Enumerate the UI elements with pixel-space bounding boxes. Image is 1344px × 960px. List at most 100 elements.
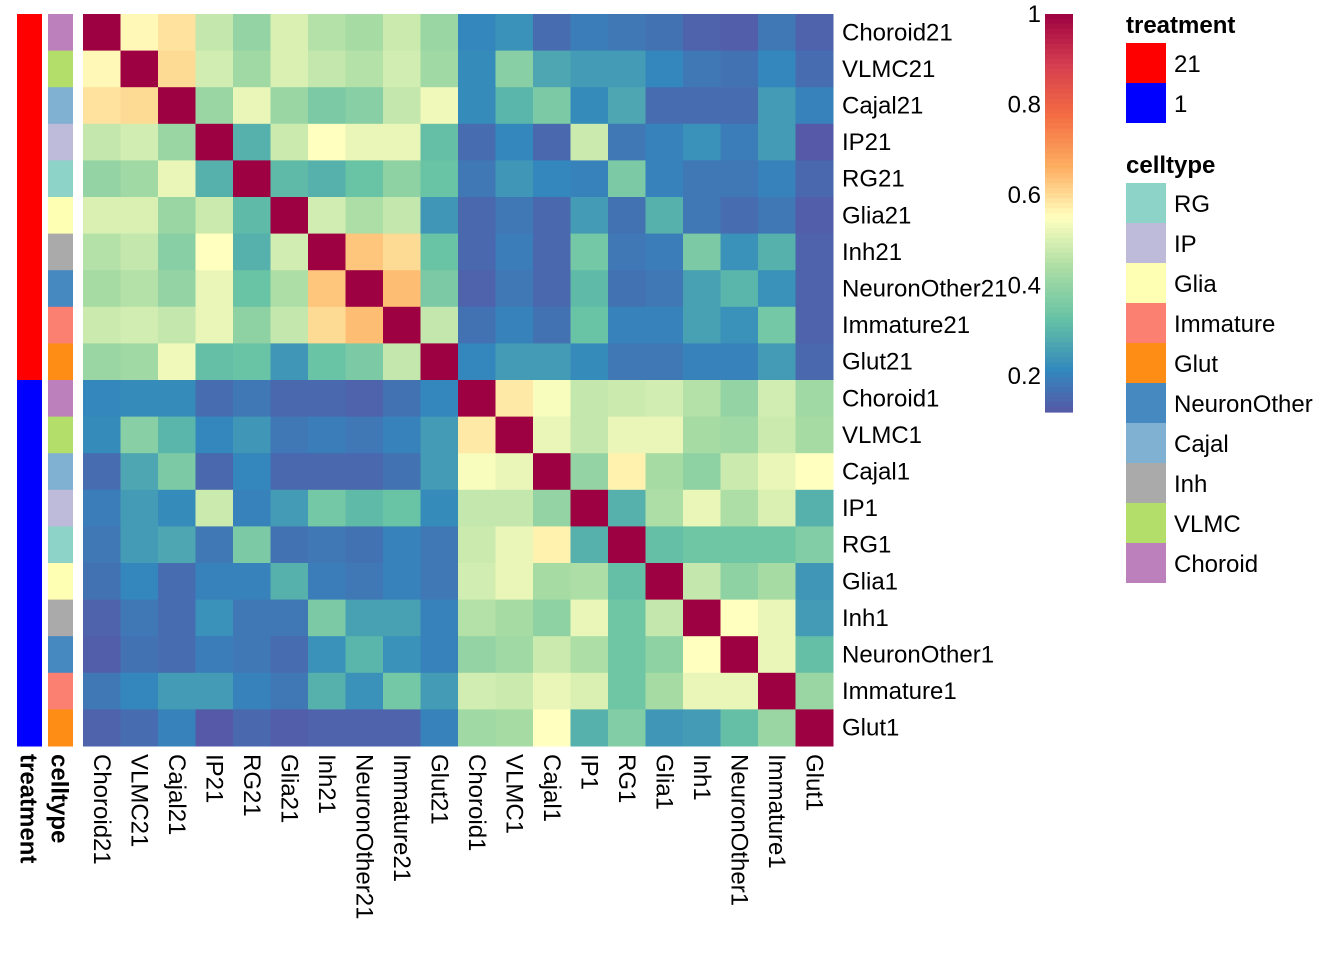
row-label: Glia21 <box>842 202 911 229</box>
heatmap-cell <box>383 160 421 198</box>
treatment-annotation-cell <box>17 672 42 710</box>
color-scale-segment <box>1045 128 1073 134</box>
heatmap-cell <box>383 233 421 271</box>
heatmap-cell <box>83 50 121 88</box>
heatmap-cell <box>270 50 309 88</box>
heatmap-cell <box>533 270 571 308</box>
color-scale-segment <box>1045 312 1073 319</box>
heatmap-cell <box>195 14 234 52</box>
treatment-annotation-cell <box>17 160 42 198</box>
heatmap-cell <box>270 416 309 454</box>
heatmap-cell <box>570 160 609 198</box>
treatment-annotation-cell <box>17 197 42 235</box>
column-label: IP1 <box>575 754 602 790</box>
legend-label: Glut <box>1174 351 1218 378</box>
celltype-annotation-cell <box>48 709 73 747</box>
heatmap-cell <box>383 416 421 454</box>
heatmap-cell <box>495 599 534 637</box>
color-scale-segment <box>1045 213 1073 219</box>
heatmap-cell <box>570 636 609 674</box>
heatmap-cell <box>270 270 309 308</box>
heatmap-cell <box>758 160 796 198</box>
heatmap-cell <box>758 306 796 344</box>
row-label: IP1 <box>842 495 878 522</box>
heatmap-cell <box>533 526 571 564</box>
color-scale-segment <box>1045 68 1073 75</box>
heatmap-cell <box>308 526 346 564</box>
color-scale-segment <box>1045 53 1073 60</box>
heatmap-cell <box>720 672 759 710</box>
treatment-annotation-cell <box>17 599 42 637</box>
column-label: Glut21 <box>425 754 452 825</box>
heatmap-cell <box>608 270 646 308</box>
heatmap-cell <box>83 197 121 235</box>
heatmap-cell <box>608 489 646 527</box>
heatmap-cell <box>683 563 721 601</box>
color-scale-segment <box>1045 123 1073 130</box>
heatmap-cell <box>645 197 684 235</box>
color-scale-segment <box>1045 23 1073 30</box>
heatmap-cell <box>233 416 271 454</box>
heatmap-cell <box>195 672 234 710</box>
celltype-annotation-cell <box>48 306 73 344</box>
color-scale-segment <box>1045 168 1073 174</box>
heatmap-cell <box>83 123 121 161</box>
legend-swatch <box>1126 303 1166 343</box>
heatmap-cell <box>420 526 459 564</box>
heatmap-cell <box>308 197 346 235</box>
heatmap-cell <box>458 270 496 308</box>
heatmap-cell <box>795 672 834 710</box>
heatmap-cell <box>795 50 834 88</box>
heatmap-cell <box>720 416 759 454</box>
heatmap-cell <box>608 306 646 344</box>
heatmap-cell <box>645 14 684 52</box>
color-scale-segment <box>1045 252 1073 259</box>
heatmap-cell <box>233 599 271 637</box>
heatmap-cell <box>533 380 571 418</box>
heatmap-cell <box>308 14 346 52</box>
heatmap-cell <box>120 160 159 198</box>
color-scale-segment <box>1045 178 1073 184</box>
heatmap-cell <box>795 453 834 491</box>
color-scale-segment <box>1045 297 1073 304</box>
heatmap-cell <box>420 709 459 747</box>
color-scale-segment <box>1045 307 1073 314</box>
heatmap-cell <box>420 233 459 271</box>
heatmap-cell <box>158 270 196 308</box>
color-scale-segment <box>1045 63 1073 70</box>
heatmap-cell <box>720 160 759 198</box>
heatmap-cell <box>83 160 121 198</box>
heatmap-cell <box>383 672 421 710</box>
heatmap-cell <box>120 563 159 601</box>
legend-label: IP <box>1174 231 1197 258</box>
legend-label: VLMC <box>1174 511 1241 538</box>
heatmap-cell <box>270 489 309 527</box>
heatmap-cell <box>83 87 121 125</box>
heatmap-cell <box>720 50 759 88</box>
heatmap-cell <box>458 50 496 88</box>
celltype-annotation-cell <box>48 160 73 198</box>
heatmap-cell <box>533 709 571 747</box>
heatmap-cell <box>308 233 346 271</box>
heatmap-cell <box>120 343 159 381</box>
color-scale-segment <box>1045 407 1073 413</box>
row-label: Glut21 <box>842 349 913 376</box>
column-label: IP21 <box>200 754 227 803</box>
color-scale-segment <box>1045 352 1073 358</box>
heatmap-cell <box>795 270 834 308</box>
heatmap-cell <box>233 197 271 235</box>
heatmap-cell <box>158 709 196 747</box>
heatmap-cell <box>345 599 384 637</box>
heatmap-cell <box>458 416 496 454</box>
heatmap-cell <box>683 270 721 308</box>
heatmap-cell <box>495 87 534 125</box>
heatmap-cell <box>645 672 684 710</box>
heatmap-cell <box>645 599 684 637</box>
heatmap-cell <box>795 380 834 418</box>
column-label: Inh21 <box>313 754 340 814</box>
heatmap-cell <box>308 123 346 161</box>
heatmap-cell <box>608 709 646 747</box>
heatmap-cell <box>195 87 234 125</box>
color-scale-segment <box>1045 148 1073 154</box>
heatmap-cell <box>270 233 309 271</box>
